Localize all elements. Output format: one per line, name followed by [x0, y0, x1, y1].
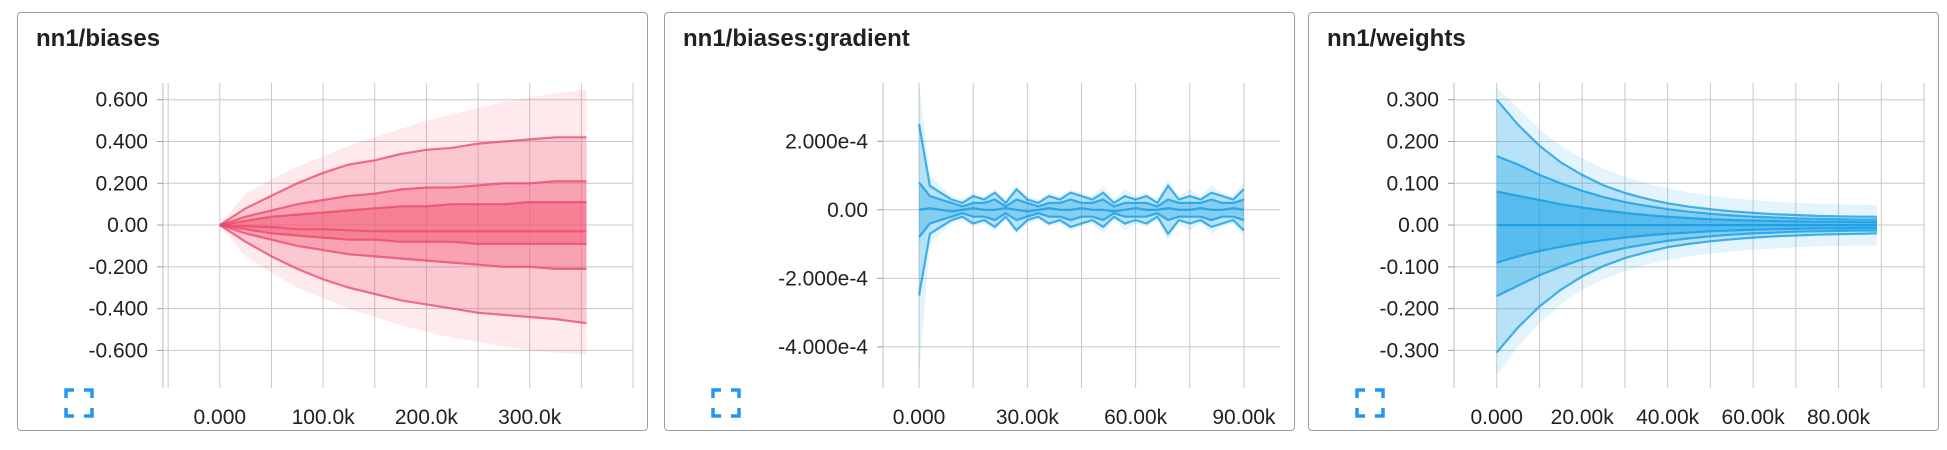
percentile-band-1	[919, 124, 1244, 296]
y-tick-label: -0.300	[1379, 339, 1439, 362]
percentile-line-2	[918, 181, 1245, 208]
percentile-band-2	[919, 182, 1244, 238]
x-tick-label: 300.0k	[498, 406, 562, 429]
percentile-line-2	[219, 180, 587, 227]
y-tick-label: -0.200	[1379, 298, 1439, 321]
histogram-card-biases-gradient: nn1/biases:gradient 2.000e-4 0.00 -2.000e-…	[664, 12, 1295, 431]
distribution-bands	[919, 83, 1244, 375]
percentile-line-3	[219, 201, 587, 227]
histogram-card-weights: nn1/weights 0.300 0.200 0.100 0.00 -0.100 -0.…	[1308, 12, 1939, 431]
card-title: nn1/weights	[1327, 25, 1466, 52]
percentile-line-6	[219, 224, 587, 270]
x-tick-label: 0.000	[1470, 406, 1523, 429]
x-tick-label: 20.00k	[1551, 406, 1615, 429]
percentile-lines	[219, 136, 587, 325]
y-tick-label: -4.000e-4	[778, 336, 868, 359]
x-tick-label: 60.00k	[1104, 406, 1168, 429]
y-tick-label: 0.00	[1398, 214, 1439, 237]
x-tick-label: 80.00k	[1807, 406, 1871, 429]
x-tick-label: 200.0k	[395, 406, 459, 429]
chart-biases-gradient: 2.000e-4 0.00 -2.000e-4 -4.000e-4 0.000 30.00…	[778, 83, 1280, 429]
y-tick-label: 0.400	[95, 130, 148, 153]
x-tick-label: 90.00k	[1212, 406, 1276, 429]
percentile-line-1	[918, 123, 1245, 205]
y-tick-label: 2.000e-4	[785, 130, 868, 153]
x-tick-label: 40.00k	[1636, 406, 1700, 429]
y-tick-label: 0.00	[827, 199, 868, 222]
percentile-line-5	[918, 215, 1245, 296]
percentile-line-4	[219, 224, 587, 233]
card-title: nn1/biases	[36, 25, 161, 52]
percentile-line-1	[219, 136, 587, 227]
percentile-line-4	[918, 211, 1245, 238]
y-tick-label: 0.100	[1386, 172, 1439, 195]
y-tick-labels: 2.000e-4 0.00 -2.000e-4 -4.000e-4	[778, 130, 868, 359]
x-tick-labels: 0.000 100.0k 200.0k 300.0k	[194, 406, 562, 429]
y-tick-label: 0.300	[1386, 89, 1439, 112]
y-tick-label: -0.600	[88, 339, 148, 362]
chart-biases: 0.600 0.400 0.200 0.00 -0.200 -0.400 -0.600 0.0…	[88, 83, 634, 429]
x-tick-label: 0.000	[194, 406, 247, 429]
y-tick-labels: 0.600 0.400 0.200 0.00 -0.200 -0.400 -0.600	[88, 89, 148, 363]
y-tick-label: -0.100	[1379, 256, 1439, 279]
histogram-card-biases: nn1/biases 0.600 0.400 0.200 0.00 -0.200 -0.4…	[17, 12, 648, 431]
x-tick-label: 60.00k	[1722, 406, 1786, 429]
y-tick-label: 0.200	[1386, 130, 1439, 153]
chart-weights: 0.300 0.200 0.100 0.00 -0.100 -0.200 -0.300 0.0…	[1379, 83, 1925, 429]
x-tick-labels: 0.000 20.00k 40.00k 60.00k 80.00k	[1470, 406, 1870, 429]
y-tick-label: -0.400	[88, 298, 148, 321]
card-title: nn1/biases:gradient	[683, 25, 910, 52]
x-tick-label: 0.000	[893, 406, 946, 429]
percentile-band-0	[219, 89, 587, 355]
grid	[883, 83, 1280, 388]
percentile-line-7	[1495, 232, 1878, 354]
y-tick-label: 0.600	[95, 89, 148, 112]
percentile-line-7	[219, 224, 587, 325]
y-tick-labels: 0.300 0.200 0.100 0.00 -0.100 -0.200 -0.300	[1379, 89, 1439, 363]
y-tick-label: 0.00	[107, 214, 148, 237]
percentile-line-3	[918, 206, 1245, 213]
y-tick-label: -2.000e-4	[778, 267, 868, 290]
x-tick-label: 100.0k	[292, 406, 356, 429]
grid	[163, 83, 634, 388]
percentile-band-0	[1496, 87, 1877, 376]
fullscreen-expand-icon[interactable]	[711, 388, 741, 418]
y-tick-label: 0.200	[95, 172, 148, 195]
percentile-lines	[918, 123, 1245, 296]
y-tick-label: -0.200	[88, 256, 148, 279]
x-tick-label: 30.00k	[996, 406, 1060, 429]
percentile-lines	[1495, 98, 1878, 354]
percentile-band-3	[219, 202, 587, 244]
percentile-line-1	[1495, 98, 1877, 218]
distribution-bands	[219, 89, 587, 355]
percentile-line-5	[219, 224, 587, 245]
percentile-line-3	[1496, 190, 1877, 224]
fullscreen-expand-icon[interactable]	[1355, 388, 1385, 418]
percentile-line-2	[1496, 155, 1877, 221]
percentile-line-6	[1496, 229, 1877, 298]
percentile-line-5	[1496, 226, 1877, 264]
x-tick-labels: 0.000 30.00k 60.00k 90.00k	[893, 406, 1276, 429]
fullscreen-expand-icon[interactable]	[64, 388, 94, 418]
